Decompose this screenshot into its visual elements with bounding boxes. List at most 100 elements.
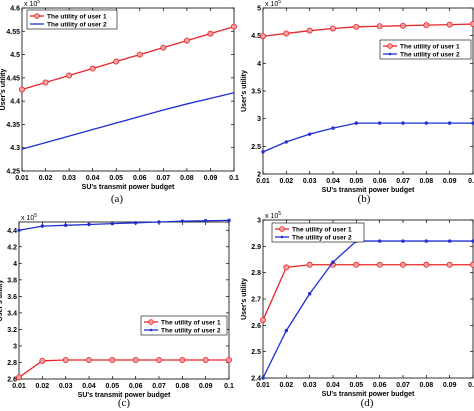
data-point-user-1: [283, 30, 290, 37]
x-tick-label: 0.04: [86, 175, 100, 182]
y-tick-label: 3.8: [7, 277, 17, 284]
x-tick-label: 0.1: [468, 178, 474, 185]
y-exponent-label: x 105: [265, 0, 281, 8]
data-point-user-1: [353, 261, 360, 268]
series-line-user-1: [21, 26, 235, 91]
y-tick-label: 2.8: [7, 360, 17, 367]
panel-caption: (a): [111, 193, 124, 205]
data-point-user-1: [306, 27, 313, 34]
data-point-user-2: [331, 260, 335, 264]
x-tick-label: 0.05: [106, 383, 120, 390]
y-tick-label: 4.4: [7, 228, 17, 235]
x-tick-label: 0.08: [176, 383, 190, 390]
data-point-user-1: [376, 23, 383, 30]
x-tick-label: 0.08: [420, 382, 434, 389]
series-line-user-2: [262, 240, 473, 379]
data-point-user-2: [87, 222, 91, 227]
y-tick-label: 3.2: [7, 327, 17, 334]
x-tick-label: 0.07: [157, 175, 171, 182]
x-tick-label: 0.05: [350, 178, 364, 185]
data-point-user-1: [160, 44, 167, 51]
x-tick-label: 0.01: [256, 382, 270, 389]
data-point-user-2: [17, 228, 21, 232]
panel-caption: (c): [118, 397, 131, 409]
y-axis-label: User's utility: [241, 70, 248, 112]
data-point-user-1: [353, 23, 360, 30]
y-exponent-label: x 105: [24, 0, 40, 8]
data-point-user-2: [377, 239, 382, 243]
x-tick-label: 0.02: [280, 178, 294, 185]
x-tick-label: 0.06: [129, 383, 143, 390]
y-tick-label: 2.6: [251, 323, 261, 330]
data-point-user-1: [132, 356, 139, 363]
y-tick-label: 4.6: [10, 6, 20, 13]
data-point-user-1: [225, 356, 232, 363]
legend-box: [379, 39, 472, 60]
legend-marker-user-1: [279, 226, 285, 232]
legend-entry-user-2: The utility of user 2: [47, 21, 107, 28]
data-point-user-2: [307, 132, 312, 136]
legend-marker-user-1: [148, 319, 154, 325]
x-tick-label: 0.07: [396, 178, 410, 185]
x-tick-label: 0.01: [15, 175, 29, 182]
legend-entry-user-2: The utility of user 2: [292, 234, 352, 241]
series-line-user-2: [18, 219, 230, 231]
x-tick-label: 0.06: [373, 382, 387, 389]
data-point-user-2: [40, 224, 45, 228]
x-tick-label: 0.06: [373, 178, 387, 185]
y-tick-label: 2.6: [7, 377, 17, 384]
series-line-user-1: [18, 359, 229, 378]
data-point-user-1: [66, 72, 73, 79]
data-point-user-1: [446, 261, 453, 268]
data-point-user-1: [306, 261, 313, 268]
data-point-user-1: [15, 374, 22, 381]
data-point-user-1: [376, 261, 383, 268]
data-point-user-2: [284, 328, 289, 333]
series-line-user-1: [262, 264, 473, 321]
data-point-user-2: [227, 218, 231, 223]
legend-box: [271, 222, 365, 243]
legend-entry-user-1: The utility of user 1: [161, 319, 221, 326]
data-point-user-1: [259, 33, 266, 40]
x-axis-label: SU's transmit power budget: [78, 392, 171, 399]
y-tick-label: 4.55: [6, 29, 20, 36]
y-axis-label: User's utility: [0, 280, 4, 322]
y-tick-label: 3: [13, 343, 17, 350]
data-point-user-1: [259, 317, 266, 324]
y-tick-label: 4.3: [10, 145, 20, 152]
y-axis-label: User's utility: [241, 278, 248, 320]
data-point-user-1: [136, 51, 143, 58]
x-axis-label: SU's transmit power budget: [82, 184, 175, 191]
x-tick-label: 0.09: [204, 175, 218, 182]
data-point-user-2: [261, 150, 265, 154]
legend-entry-user-1: The utility of user 1: [400, 43, 460, 50]
data-point-user-2: [63, 223, 68, 228]
y-tick-label: 4: [13, 261, 17, 268]
x-tick-label: 0.08: [180, 175, 194, 182]
legend-entry-user-1: The utility of user 1: [47, 13, 107, 20]
panel-caption: (b): [358, 193, 371, 205]
x-tick-label: 0.04: [326, 178, 340, 185]
y-tick-label: 2.7: [251, 297, 261, 304]
data-point-user-2: [401, 239, 405, 243]
x-tick-label: 0.03: [62, 175, 76, 182]
x-tick-label: 0.01: [256, 178, 270, 185]
data-point-user-2: [401, 121, 405, 125]
data-point-user-1: [446, 21, 453, 28]
x-tick-label: 0.04: [326, 382, 340, 389]
y-tick-label: 2.9: [251, 244, 261, 251]
data-point-user-1: [207, 30, 214, 37]
data-point-user-2: [424, 239, 429, 243]
series-line-user-2: [21, 92, 235, 150]
x-tick-label: 0.09: [443, 178, 457, 185]
data-point-user-2: [110, 221, 115, 226]
x-tick-label: 0.03: [59, 383, 73, 390]
data-point-user-1: [283, 264, 290, 271]
panel-caption: (d): [361, 397, 374, 409]
series-line-user-1: [262, 23, 474, 37]
chart-panel-3: 0.01 0.02 0.03 0.04 0.05 0.06 0.07 0.08 0.09 0.1 2…: [0, 213, 234, 409]
data-point-user-1: [155, 356, 162, 363]
y-tick-label: 3.6: [7, 294, 17, 301]
